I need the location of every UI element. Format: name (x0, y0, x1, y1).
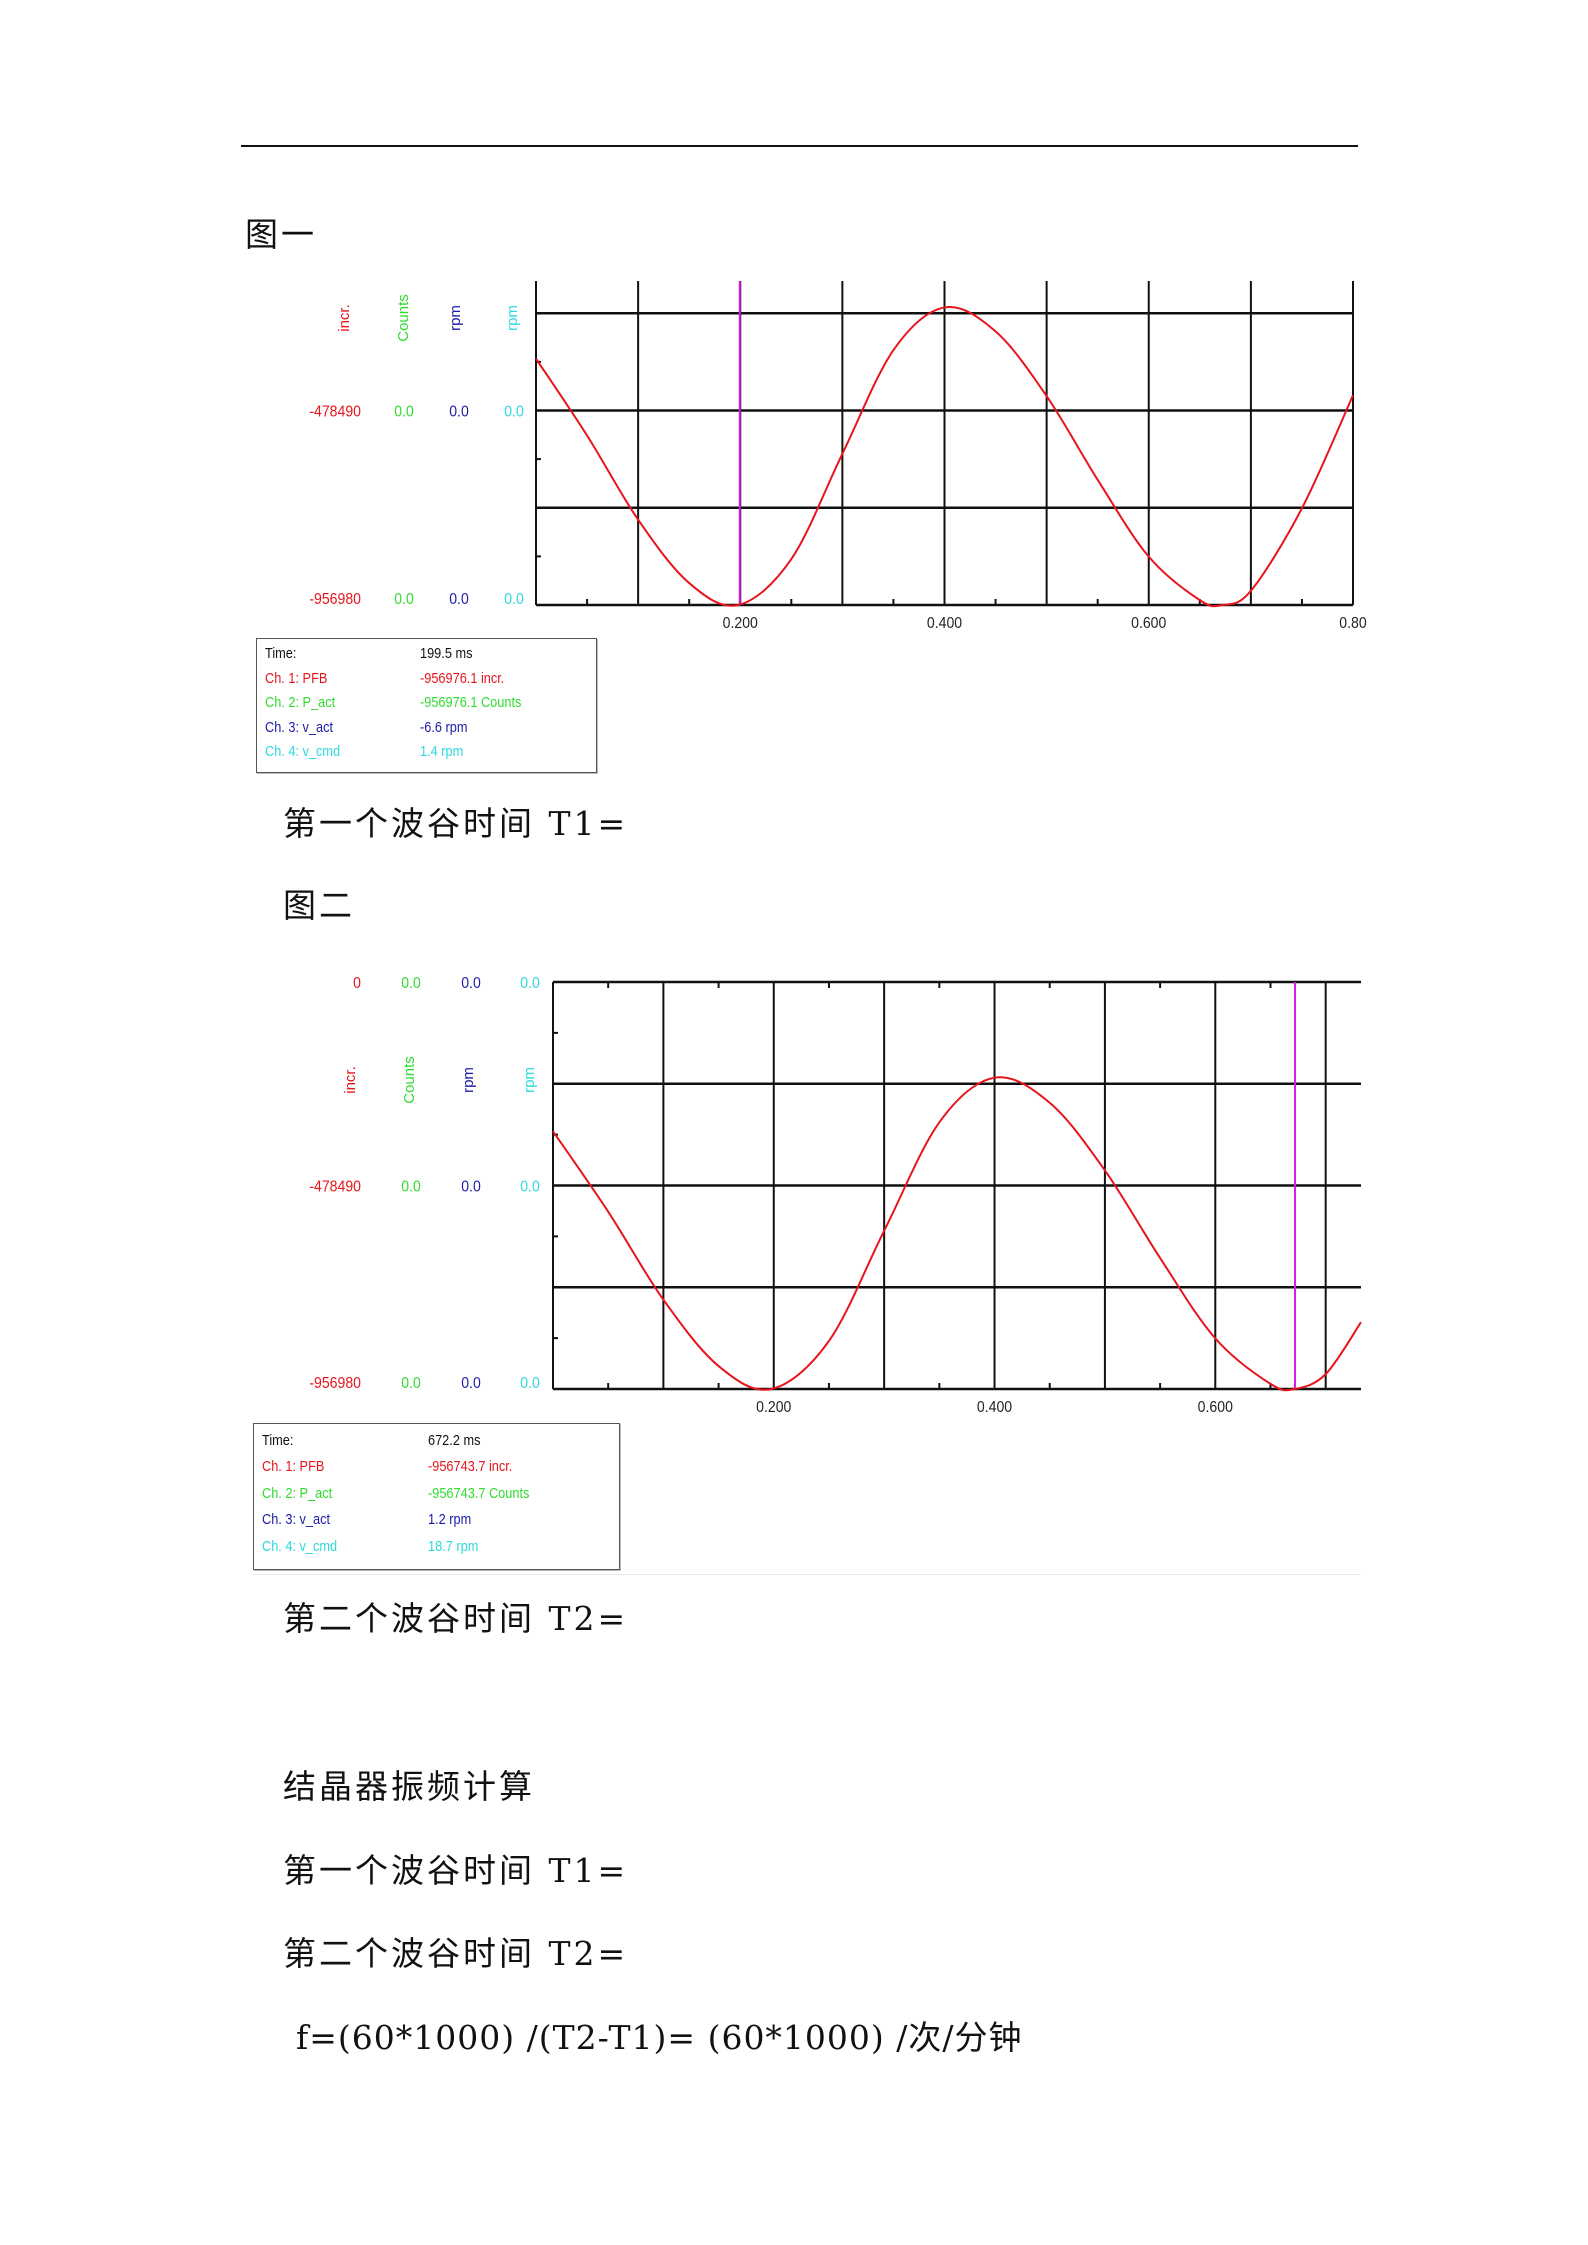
x-tick-label: 0.600 (1198, 1398, 1233, 1416)
y-axis-unit-label: rpm (460, 1067, 477, 1093)
figure-1-question: 第一个波谷时间 T1= (283, 804, 629, 843)
readout-ch1-label: Ch. 1: PFB (265, 670, 328, 687)
y-axis-value-label: 0.0 (504, 403, 524, 421)
readout-ch3-value: -6.6 rpm (420, 719, 468, 736)
frequency-formula: f=(60*1000) /(T2-T1)= (60*1000) /次/分钟 (296, 2018, 1023, 2057)
figure-1-readout-box: Time: 199.5 ms Ch. 1: PFB -956976.1 incr… (256, 638, 597, 773)
y-axis-value-label: 0.0 (401, 1178, 421, 1196)
y-axis-value-label: 0.0 (520, 1178, 540, 1196)
x-tick-label: 0.80 (1339, 614, 1366, 632)
y-axis-value-label: -956980 (309, 590, 361, 608)
readout-ch4-label: Ch. 4: v_cmd (265, 743, 341, 760)
y-axis-value-label: 0.0 (520, 1374, 540, 1392)
figure-2-readout-box: Time: 672.2 ms Ch. 1: PFB -956743.7 incr… (253, 1423, 620, 1570)
y-axis-value-label: -478490 (309, 1178, 361, 1196)
readout-ch2-label: Ch. 2: P_act (262, 1485, 333, 1502)
readout-ch3-value: 1.2 rpm (428, 1511, 472, 1528)
readout-time-value: 672.2 ms (428, 1432, 481, 1449)
readout-ch1-value: -956976.1 incr. (420, 670, 505, 687)
y-axis-unit-label: Counts (401, 1056, 418, 1104)
y-axis-value-label: 0.0 (449, 403, 469, 421)
y-axis-unit-label: rpm (504, 305, 521, 331)
readout-time-value: 199.5 ms (420, 645, 473, 662)
calc-t1: 第一个波谷时间 T1= (283, 1851, 629, 1890)
x-tick-label: 0.400 (977, 1398, 1012, 1416)
y-axis-unit-label: rpm (447, 305, 464, 331)
calc-title: 结晶器振频计算 (283, 1767, 535, 1806)
readout-ch2-value: -956743.7 Counts (428, 1485, 530, 1502)
series-line-ch1-pfb (535, 305, 1354, 608)
y-axis-value-label: 0.0 (394, 590, 414, 608)
readout-ch4-value: 1.4 rpm (420, 743, 464, 760)
readout-time-label: Time: (262, 1432, 294, 1449)
y-axis-value-label: 0.0 (449, 590, 469, 608)
x-tick-label: 0.400 (927, 614, 962, 632)
readout-ch1-label: Ch. 1: PFB (262, 1458, 325, 1475)
y-axis-value-label: 0.0 (504, 590, 524, 608)
divider (253, 1574, 1361, 1575)
readout-ch2-label: Ch. 2: P_act (265, 694, 336, 711)
readout-ch1-value: -956743.7 incr. (428, 1458, 513, 1475)
y-axis-unit-label: incr. (336, 304, 353, 332)
y-axis-value-label: 0 (353, 974, 361, 992)
readout-ch4-value: 18.7 rpm (428, 1538, 479, 1555)
y-axis-unit-label: incr. (342, 1066, 359, 1094)
y-axis-value-label: 0.0 (394, 403, 414, 421)
calc-t2: 第二个波谷时间 T2= (283, 1934, 629, 1973)
readout-ch3-label: Ch. 3: v_act (265, 719, 334, 736)
y-axis-value-label: 0.0 (461, 1178, 481, 1196)
y-axis-value-label: -956980 (309, 1374, 361, 1392)
y-axis-unit-label: Counts (395, 294, 412, 342)
y-axis-value-label: 0.0 (461, 974, 481, 992)
series-line-ch1-pfb (552, 1076, 1362, 1392)
y-axis-value-label: 0.0 (520, 974, 540, 992)
y-axis-unit-label: rpm (521, 1067, 538, 1093)
readout-time-label: Time: (265, 645, 297, 662)
y-axis-value-label: -478490 (309, 403, 361, 421)
x-tick-label: 0.200 (723, 614, 758, 632)
figure-2-caption: 图二 (283, 886, 355, 925)
readout-ch2-value: -956976.1 Counts (420, 694, 522, 711)
readout-ch4-label: Ch. 4: v_cmd (262, 1538, 338, 1555)
x-tick-label: 0.600 (1131, 614, 1166, 632)
header-rule (241, 145, 1358, 147)
y-axis-value-label: 0.0 (401, 1374, 421, 1392)
y-axis-value-label: 0.0 (461, 1374, 481, 1392)
figure-2-question: 第二个波谷时间 T2= (283, 1599, 629, 1638)
readout-ch3-label: Ch. 3: v_act (262, 1511, 331, 1528)
figure-1-caption: 图一 (245, 215, 317, 254)
y-axis-value-label: 0.0 (401, 974, 421, 992)
x-tick-label: 0.200 (756, 1398, 791, 1416)
